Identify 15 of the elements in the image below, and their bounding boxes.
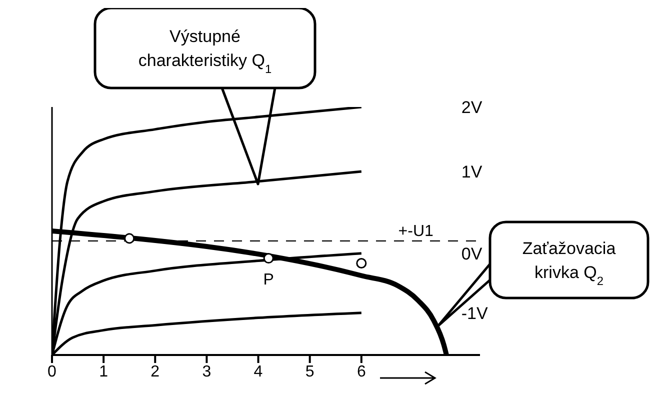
text: Výstupné charakteristiky Q$_{1}$ — [138, 27, 272, 76]
x-tick-label: 1 — [99, 363, 108, 380]
x-tick-label: 2 — [150, 363, 160, 380]
x-tick-label: 6 — [356, 363, 366, 380]
x-tick-label: 5 — [305, 363, 314, 380]
text: 1V — [461, 162, 483, 182]
annotation: P — [263, 271, 274, 288]
ref-line-label: +-U1 — [398, 222, 434, 240]
text: 2V — [461, 98, 483, 117]
x-tick-label: 3 — [202, 363, 212, 380]
text: -1V — [461, 304, 489, 323]
x-tick-label: 0 — [48, 363, 57, 380]
text: Zaťažovacia krivka Q$_{2}$ — [522, 239, 616, 288]
x-tick-label: 4 — [254, 363, 263, 380]
text: 0V — [461, 244, 483, 264]
